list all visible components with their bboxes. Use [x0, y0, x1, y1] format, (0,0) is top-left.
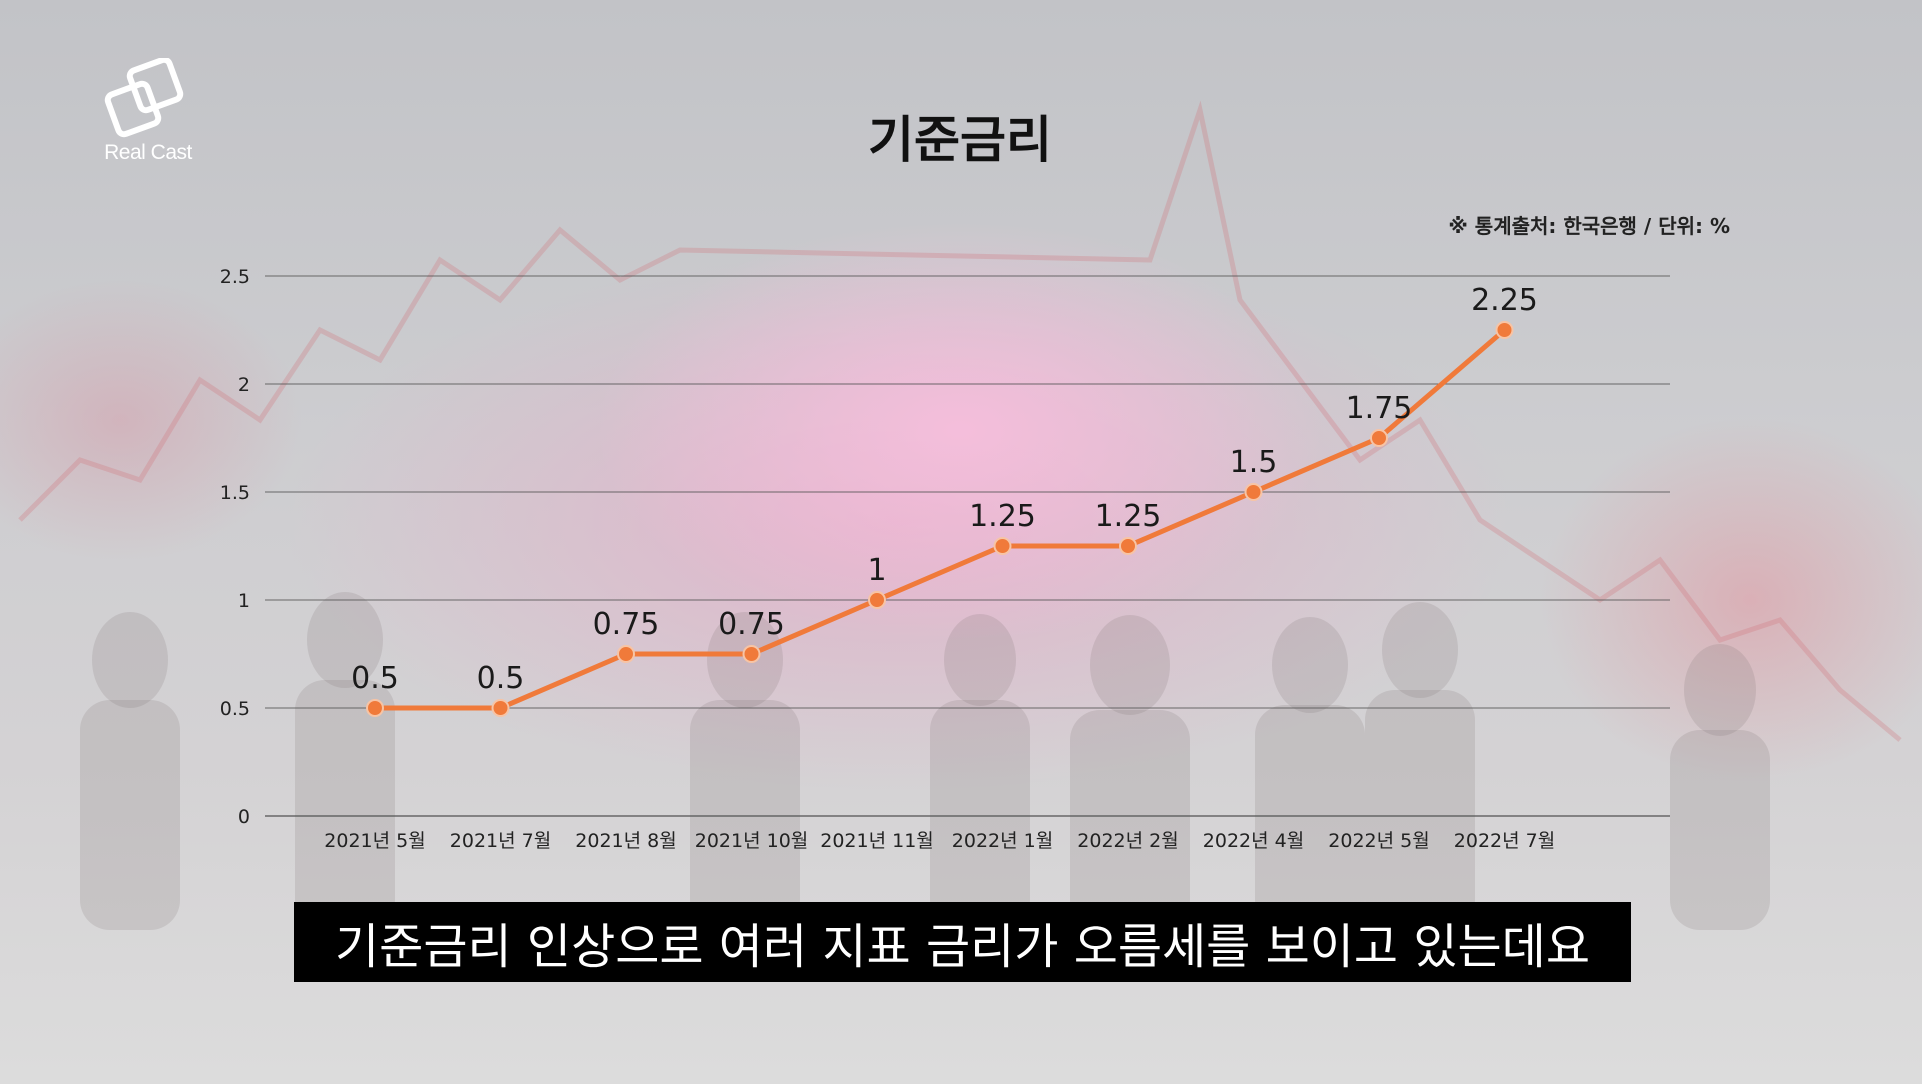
y-tick-label: 1 [238, 590, 250, 612]
x-tick-label: 2022년 1월 [952, 830, 1053, 852]
x-tick-label: 2022년 5월 [1328, 830, 1429, 852]
data-label: 1.25 [1095, 499, 1162, 534]
data-point [491, 699, 510, 717]
data-point [366, 699, 384, 717]
data-point [1370, 429, 1388, 447]
data-point [742, 645, 761, 663]
x-tick-label: 2021년 5월 [324, 830, 425, 852]
y-tick-label: 0 [238, 806, 250, 828]
x-tick-label: 2021년 10월 [695, 830, 809, 852]
data-point [993, 537, 1012, 555]
data-label: 2.25 [1471, 283, 1538, 318]
x-tick-label: 2021년 7월 [450, 830, 551, 852]
real-cast-logo-icon [104, 58, 184, 138]
data-point [1119, 537, 1137, 555]
y-tick-label: 2.5 [220, 266, 250, 288]
data-point [617, 645, 635, 663]
data-label: 0.75 [593, 607, 660, 642]
data-label: 0.5 [351, 661, 399, 696]
y-tick-label: 0.5 [220, 698, 250, 720]
data-label: 0.75 [718, 607, 785, 642]
y-tick-label: 2 [238, 374, 250, 396]
subtitle-text: 기준금리 인상으로 여러 지표 금리가 오름세를 보이고 있는데요 [335, 919, 1590, 975]
logo-text: Real Cast [104, 141, 192, 164]
data-point [1495, 321, 1514, 339]
series-line [372, 327, 1507, 711]
data-label: 0.5 [477, 661, 525, 696]
x-tick-label: 2021년 8월 [575, 830, 676, 852]
x-tick-label: 2022년 4월 [1203, 830, 1304, 852]
x-tick-label: 2022년 2월 [1077, 830, 1178, 852]
x-tick-label: 2021년 11월 [820, 830, 934, 852]
y-tick-label: 1.5 [220, 482, 250, 504]
data-point [1244, 483, 1263, 501]
chart-title: 기준금리 [868, 111, 1052, 169]
source-note: ※ 통계출처: 한국은행 / 단위: % [1448, 214, 1730, 238]
data-label: 1.5 [1230, 445, 1278, 480]
subtitle-caption: 기준금리 인상으로 여러 지표 금리가 오름세를 보이고 있는데요 [294, 902, 1631, 982]
data-label: 1.25 [969, 499, 1036, 534]
data-label: 1 [867, 553, 886, 588]
data-label: 1.75 [1346, 391, 1413, 426]
x-tick-label: 2022년 7월 [1454, 830, 1555, 852]
data-point [868, 591, 886, 609]
